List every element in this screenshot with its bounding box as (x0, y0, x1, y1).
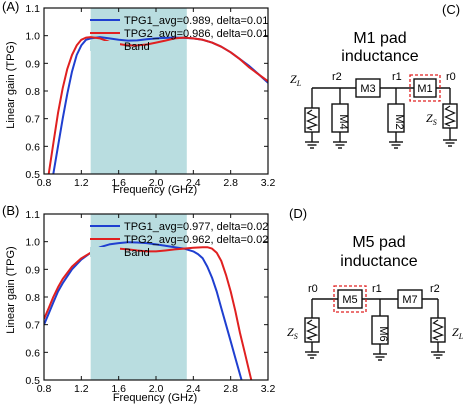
node-label-r2: r2 (332, 71, 342, 83)
impedance-zl-label: ZL (290, 72, 302, 88)
y-tick-label: 0.5 (25, 169, 40, 181)
zs-resistor-icon (304, 317, 320, 343)
legend-swatch-band (90, 247, 120, 257)
y-tick-label: 0.7 (25, 114, 40, 126)
ground-icon (332, 141, 348, 149)
x-tick-label: 2.8 (223, 383, 238, 395)
y-tick-label: 1.1 (25, 209, 40, 221)
impedance-zs-label: ZS (287, 325, 298, 341)
y-tick-label: 0.5 (25, 375, 40, 387)
x-tick-label: 3.2 (261, 383, 276, 395)
x-tick-label: 2.0 (149, 177, 164, 189)
circuit-title-line1: M1 pad (353, 30, 406, 47)
series-line-blue (44, 241, 243, 380)
x-tick-label: 2.8 (223, 177, 238, 189)
x-tick-label: 0.8 (37, 177, 52, 189)
x-tick-label: 3.2 (261, 177, 276, 189)
component-label-m3: M3 (360, 83, 375, 95)
circuit-panel-c: (C) M1 pad inductance ZL r2 M4 M3 r1 M2 (290, 2, 460, 149)
x-axis-label: Frequency (GHz) (113, 392, 197, 404)
component-label-m6: M6 (377, 326, 389, 341)
series-component-m1 (413, 78, 437, 98)
component-label-m1: M1 (417, 83, 432, 95)
y-tick-label: 0.6 (25, 141, 40, 153)
zs-resistor-icon (442, 103, 458, 129)
ground-icon (388, 141, 404, 149)
legend-label: TPG1_avg=0.977, delta=0.02 (124, 221, 268, 233)
impedance-zs-label: ZS (426, 111, 437, 127)
series-component-m3 (355, 78, 381, 98)
legend-label: TPG1_avg=0.989, delta=0.01 (124, 15, 268, 27)
legend-label: TPG2_avg=0.962, delta=0.02 (124, 234, 268, 246)
impedance-zl-label: ZL (452, 325, 464, 341)
node-label-r0: r0 (446, 71, 456, 83)
y-tick-label: 1.0 (25, 31, 40, 43)
y-tick-label: 0.9 (25, 264, 40, 276)
chart-panel-a: (A) Linear gain (TPG) Frequency (GHz) 0.… (2, 0, 275, 196)
highlight-box-m1 (409, 74, 441, 102)
ground-icon (372, 353, 388, 361)
x-tick-label: 2.0 (149, 383, 164, 395)
x-tick-label: 1.2 (74, 177, 89, 189)
x-tick-label: 2.4 (186, 177, 201, 189)
x-tick-label: 2.4 (186, 383, 201, 395)
chart-panel-b: (B) Linear gain (TPG) Frequency (GHz) 0.… (2, 203, 275, 404)
node-label-r1: r1 (392, 71, 402, 83)
series-component-m7 (397, 289, 423, 309)
y-axis-label: Linear gain (TPG) (5, 41, 17, 128)
y-tick-label: 1.0 (25, 237, 40, 249)
x-tick-label: 1.2 (74, 383, 89, 395)
circuit-title-line1: M5 pad (352, 234, 405, 251)
legend-label-band: Band (124, 247, 150, 259)
legend-swatch-band (90, 41, 120, 51)
zl-resistor-icon (430, 317, 446, 343)
node-label-r2: r2 (430, 283, 440, 295)
y-tick-label: 0.8 (25, 86, 40, 98)
x-tick-label: 1.6 (111, 383, 126, 395)
ground-icon (304, 141, 320, 149)
panel-letter-d: (D) (289, 206, 307, 221)
panel-letter-a: (A) (2, 0, 19, 14)
component-label-m7: M7 (402, 294, 417, 306)
circuit-panel-d: (D) M5 pad inductance r0 ZS M5 r1 M6 M7 … (287, 206, 464, 361)
y-tick-label: 0.7 (25, 320, 40, 332)
x-tick-label: 1.6 (111, 177, 126, 189)
component-label-m2: M2 (393, 114, 405, 129)
ground-icon (304, 351, 320, 359)
y-tick-label: 0.6 (25, 347, 40, 359)
y-tick-label: 0.9 (25, 58, 40, 70)
panel-letter-c: (C) (442, 2, 460, 17)
highlight-box-m5 (333, 285, 367, 313)
y-tick-label: 0.8 (25, 292, 40, 304)
circuit-title-line2: inductance (341, 48, 418, 65)
y-tick-label: 1.1 (25, 3, 40, 15)
panel-letter-b: (B) (2, 203, 19, 218)
component-label-m4: M4 (337, 114, 349, 129)
legend-label: TPG2_avg=0.986, delta=0.01 (124, 28, 268, 40)
circuit-title-line2: inductance (340, 253, 417, 270)
series-line-red (44, 246, 253, 380)
node-label-r1: r1 (372, 283, 382, 295)
x-tick-label: 0.8 (37, 383, 52, 395)
legend-label-band: Band (124, 41, 150, 53)
x-axis-label: Frequency (GHz) (113, 184, 197, 196)
zl-resistor-icon (304, 107, 320, 133)
band-region (90, 8, 187, 174)
node-label-r0: r0 (308, 283, 318, 295)
ground-icon (442, 139, 458, 147)
series-component-m5 (337, 289, 363, 309)
component-label-m5: M5 (342, 294, 357, 306)
y-axis-label: Linear gain (TPG) (5, 246, 17, 333)
ground-icon (430, 351, 446, 359)
series-line-red (47, 36, 268, 174)
